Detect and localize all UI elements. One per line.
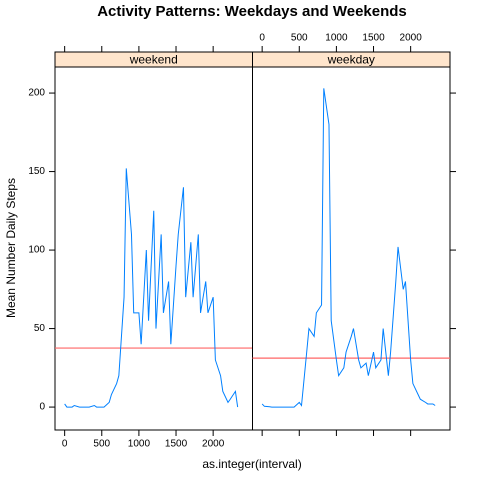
strip-label: weekday: [327, 53, 375, 67]
y-tick-label: 50: [34, 323, 46, 334]
x-tick-label: 500: [93, 439, 110, 450]
x-tick-label: 0: [259, 33, 265, 44]
x-tick-label: 2000: [400, 33, 423, 44]
panel: [54, 66, 253, 431]
x-tick-label: 1000: [325, 33, 348, 44]
x-tick-label: 0: [62, 439, 68, 450]
x-tick-label: 500: [291, 33, 308, 44]
strip-label: weekend: [129, 53, 178, 67]
x-tick-label: 1500: [362, 33, 385, 44]
data-line: [64, 168, 239, 408]
x-tick-label: 1500: [165, 439, 188, 450]
x-tick-label: 1000: [128, 439, 151, 450]
x-axis-label: as.integer(interval): [202, 457, 301, 471]
y-tick-label: 100: [28, 245, 45, 256]
y-tick-label: 150: [28, 166, 45, 177]
chart-title: Activity Patterns: Weekdays and Weekends: [97, 3, 407, 20]
panel: [252, 66, 451, 431]
data-line: [261, 88, 436, 408]
y-axis-label: Mean Number Daily Steps: [4, 178, 18, 318]
x-tick-label: 2000: [202, 439, 225, 450]
y-tick-label: 0: [39, 402, 45, 413]
y-tick-label: 200: [28, 88, 45, 99]
